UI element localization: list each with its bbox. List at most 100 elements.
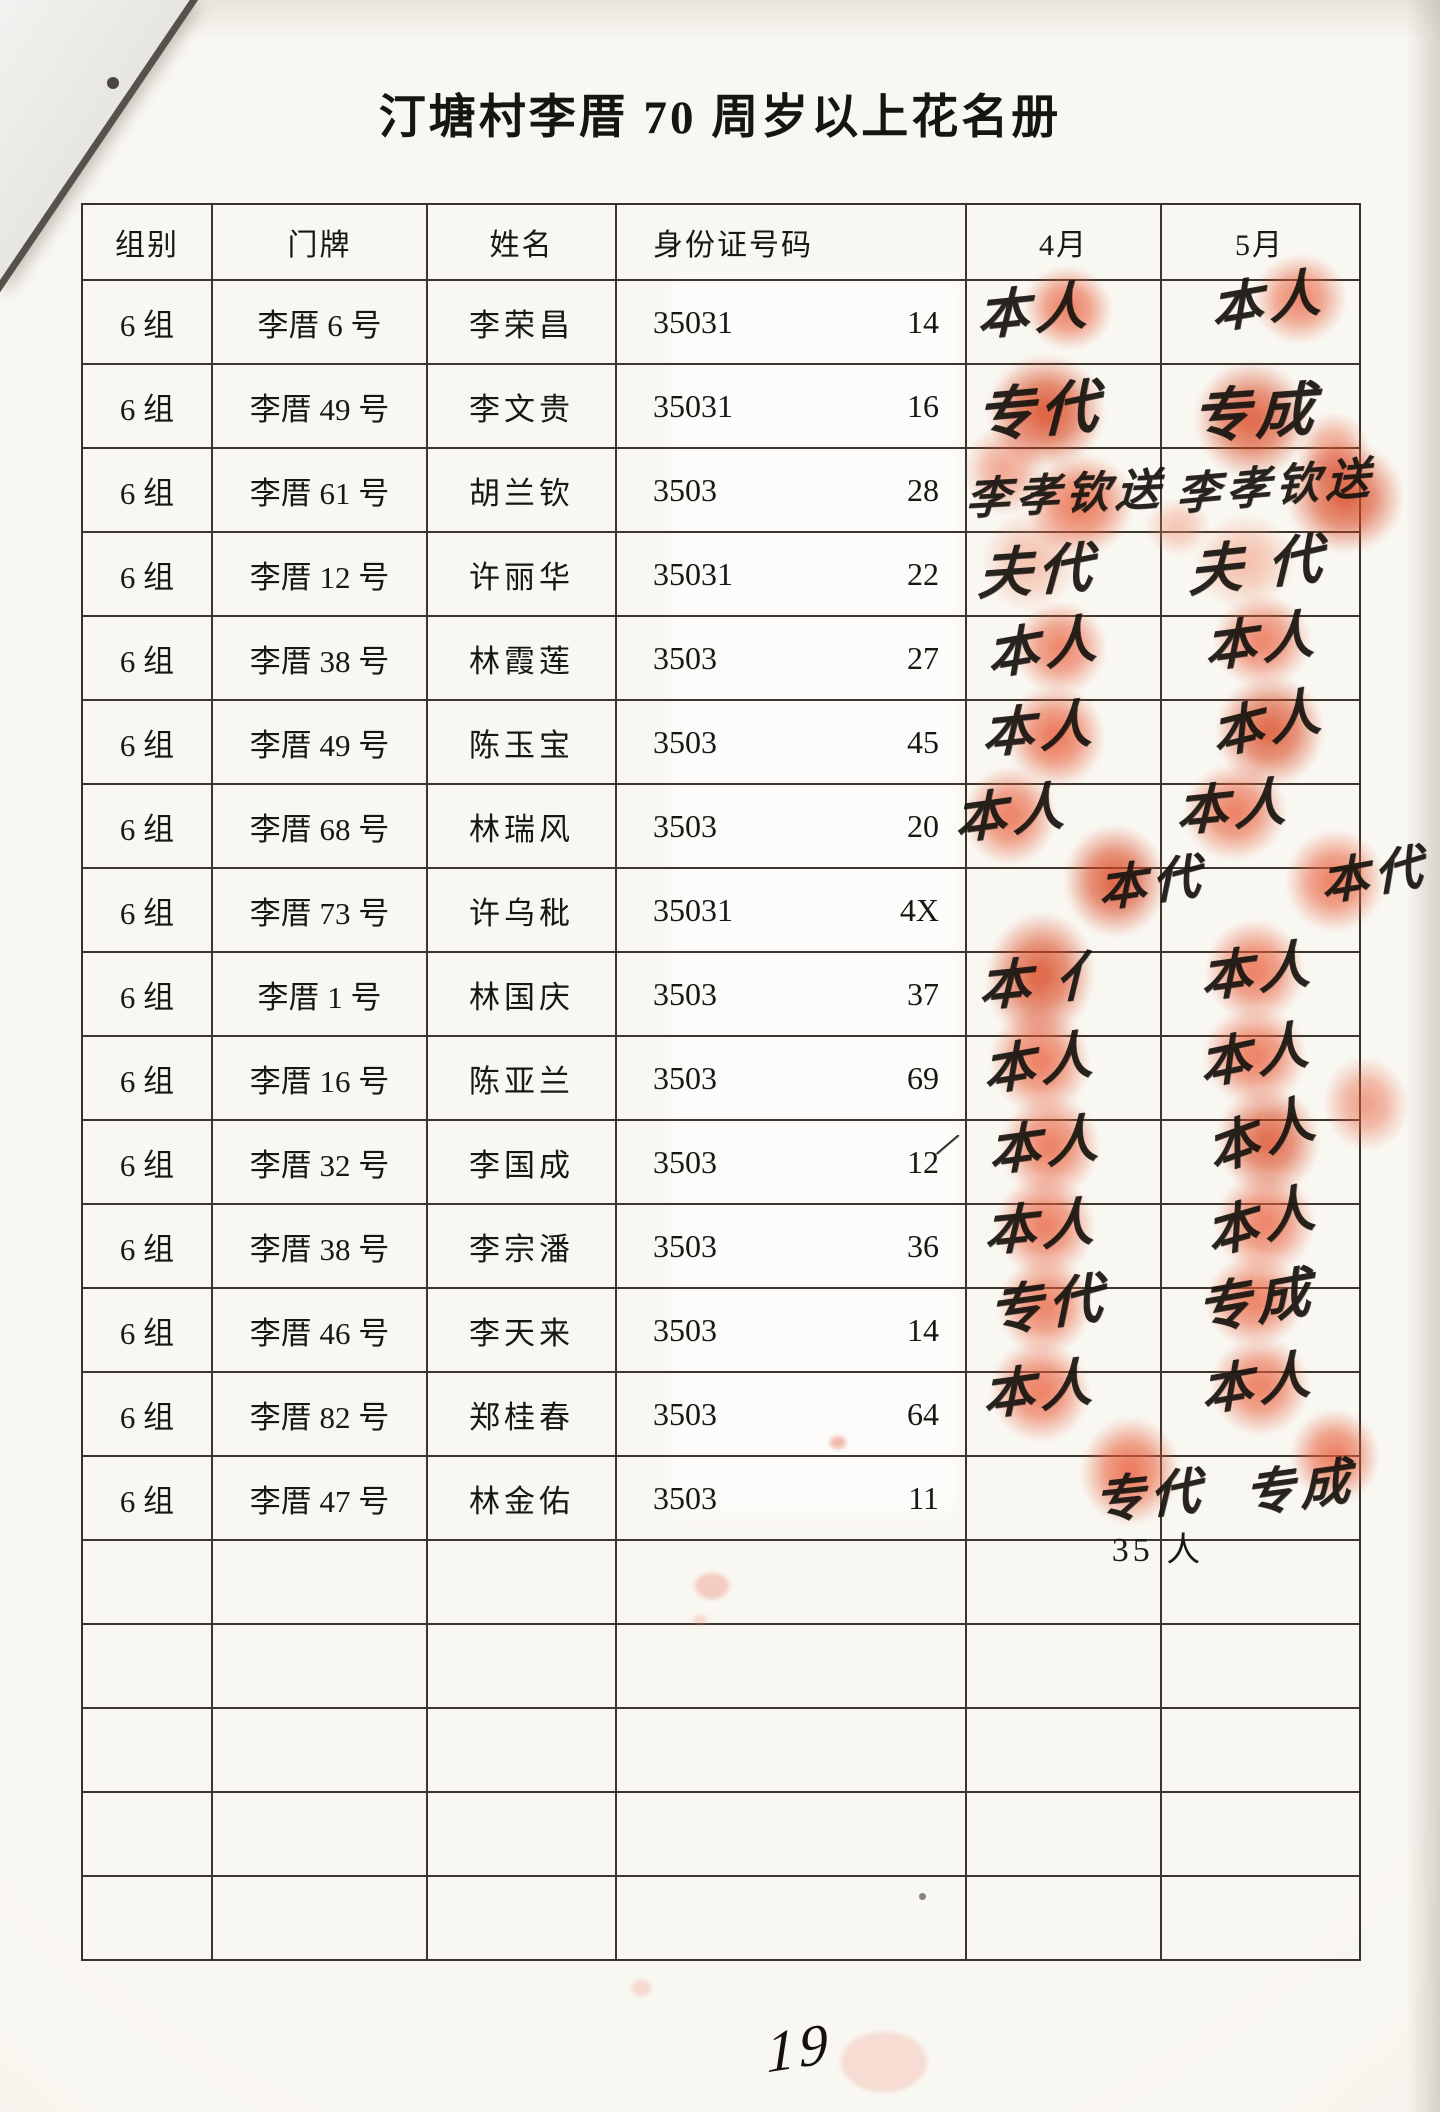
id-suffix: 45 <box>907 723 939 760</box>
sign-cell-april <box>965 1373 1160 1455</box>
id-prefix: 35031 <box>653 555 733 592</box>
cell-id-number: 3503 64 <box>615 1373 965 1455</box>
sign-cell-april <box>965 617 1160 699</box>
empty-table-row <box>83 1539 1359 1623</box>
empty-cell <box>965 1877 1160 1959</box>
empty-cell <box>615 1625 965 1707</box>
id-prefix: 3503 <box>653 1059 717 1096</box>
pen-edge-line <box>0 0 199 293</box>
ink-stain <box>631 1980 651 1996</box>
pen-clip-nub <box>107 77 119 89</box>
sign-cell-april <box>965 785 1160 867</box>
cell-name: 林瑞风 <box>426 785 615 867</box>
empty-cell <box>83 1541 211 1623</box>
empty-cell <box>1160 1877 1357 1959</box>
cell-id-number: 35031 14 <box>615 281 965 363</box>
id-prefix: 3503 <box>653 1311 717 1348</box>
empty-table-row <box>83 1623 1359 1707</box>
header-cell-2: 姓名 <box>426 205 615 279</box>
cell-name: 李文贵 <box>426 365 615 447</box>
empty-cell <box>426 1793 615 1875</box>
id-suffix: 64 <box>907 1395 939 1432</box>
sign-cell-may <box>1160 1037 1357 1119</box>
empty-cell <box>83 1625 211 1707</box>
cell-id-number: 35031 4X <box>615 869 965 951</box>
empty-cell <box>965 1793 1160 1875</box>
id-prefix: 3503 <box>653 723 717 760</box>
sign-cell-april <box>965 1457 1160 1539</box>
id-prefix: 3503 <box>653 1395 717 1432</box>
cell-group: 6 组 <box>119 1315 175 1351</box>
id-suffix: 20 <box>907 807 939 844</box>
header-cell-4: 4月 <box>965 205 1160 279</box>
cell-door: 李厝 49 号 <box>211 701 426 783</box>
table-row: 6 组李厝 61 号胡兰钦 3503 28 <box>83 447 1359 531</box>
cell-name: 许丽华 <box>426 533 615 615</box>
empty-cell <box>83 1877 211 1959</box>
table-row: 6 组李厝 1 号林国庆 3503 37 <box>83 951 1359 1035</box>
cell-id-number: 3503 45 <box>615 701 965 783</box>
table-row: 6 组李厝 38 号李宗潘 3503 36 <box>83 1203 1359 1287</box>
table-row: 6 组李厝 49 号李文贵 35031 16 <box>83 363 1359 447</box>
empty-table-row <box>83 1707 1359 1791</box>
cell-id-number: 3503 69 <box>615 1037 965 1119</box>
cell-group: 6 组 <box>119 1231 175 1267</box>
empty-cell <box>83 1709 211 1791</box>
empty-cell <box>1160 1625 1357 1707</box>
empty-cell <box>211 1625 426 1707</box>
sign-cell-may <box>1160 785 1357 867</box>
sign-cell-may <box>1160 1289 1357 1371</box>
cell-group: 6 组 <box>119 979 175 1015</box>
cell-group: 6 组 <box>119 1399 175 1435</box>
empty-cell <box>211 1793 426 1875</box>
cell-door: 李厝 68 号 <box>211 785 426 867</box>
id-suffix: 16 <box>907 387 939 424</box>
cell-name: 陈玉宝 <box>426 701 615 783</box>
empty-cell <box>615 1541 965 1623</box>
sign-cell-april <box>965 1289 1160 1371</box>
sign-cell-april <box>965 365 1160 447</box>
id-prefix: 35031 <box>653 891 733 928</box>
cell-group: 6 组 <box>119 643 175 679</box>
id-suffix: 37 <box>907 975 939 1012</box>
cell-id-number: 35031 16 <box>615 365 965 447</box>
cell-door: 李厝 61 号 <box>211 449 426 531</box>
id-suffix: 4X <box>899 891 939 928</box>
cell-name: 陈亚兰 <box>426 1037 615 1119</box>
id-prefix: 3503 <box>653 975 717 1012</box>
empty-cell <box>426 1877 615 1959</box>
cell-id-number: 3503 27 <box>615 617 965 699</box>
empty-cell <box>211 1709 426 1791</box>
cell-name: 李荣昌 <box>426 281 615 363</box>
cell-name: 林霞莲 <box>426 617 615 699</box>
empty-cell <box>426 1709 615 1791</box>
sign-cell-may <box>1160 1121 1357 1203</box>
sign-cell-may <box>1160 869 1357 951</box>
empty-cell <box>426 1541 615 1623</box>
empty-cell <box>1160 1709 1357 1791</box>
id-suffix: 27 <box>907 639 939 676</box>
cell-id-number: 3503 36 <box>615 1205 965 1287</box>
empty-cell <box>615 1793 965 1875</box>
correction-fluid-patch <box>676 278 953 1509</box>
header-cell-3: 身份证号码 <box>615 205 965 279</box>
sign-cell-may <box>1160 281 1357 363</box>
cell-door: 李厝 47 号 <box>211 1457 426 1539</box>
sign-cell-april <box>965 1121 1160 1203</box>
id-prefix: 3503 <box>653 807 717 844</box>
header-cell-5: 5月 <box>1160 205 1357 279</box>
id-suffix: 14 <box>907 303 939 340</box>
total-count-label: 35 人 <box>1111 1532 1205 1569</box>
cell-id-number: 3503 14 <box>615 1289 965 1371</box>
handwritten-page-number: 19 <box>765 2009 833 2086</box>
cell-name: 李天来 <box>426 1289 615 1371</box>
cell-group: 6 组 <box>119 727 175 763</box>
table-row: 6 组李厝 47 号林金佑 3503 11 <box>83 1455 1359 1539</box>
sign-cell-may <box>1160 533 1357 615</box>
empty-cell <box>1160 1793 1357 1875</box>
id-suffix: 28 <box>907 471 939 508</box>
table-row: 6 组李厝 68 号林瑞风 3503 20 <box>83 783 1359 867</box>
sign-cell-may <box>1160 1205 1357 1287</box>
empty-cell <box>615 1709 965 1791</box>
cell-door: 李厝 16 号 <box>211 1037 426 1119</box>
